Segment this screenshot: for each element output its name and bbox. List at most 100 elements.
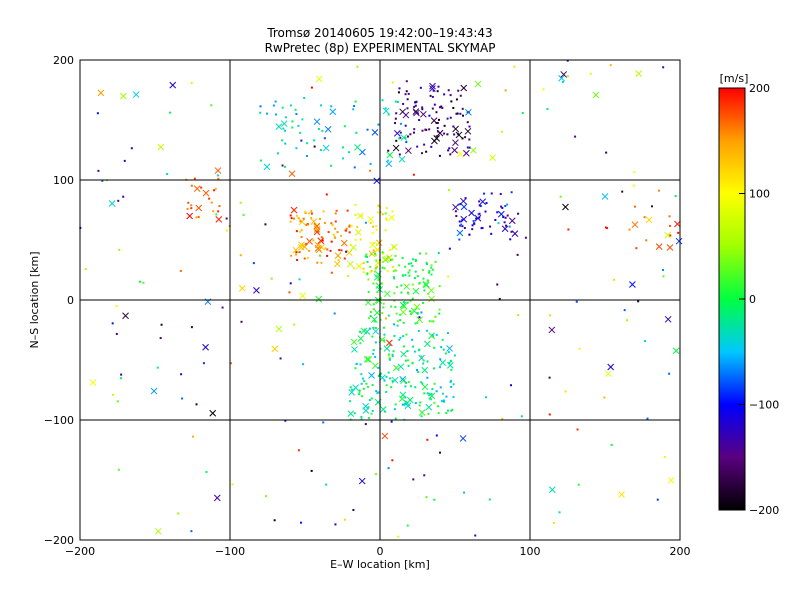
data-point-dot <box>370 310 373 313</box>
data-point-dot <box>497 222 500 225</box>
data-point-dot <box>407 262 410 265</box>
data-point-dot <box>319 148 322 151</box>
data-point-cross <box>474 214 482 222</box>
data-point-dot <box>449 360 452 363</box>
data-point-dot <box>420 355 423 358</box>
data-point-dot <box>431 388 434 391</box>
data-point-dot <box>552 521 555 524</box>
data-point-cross <box>253 286 260 294</box>
data-point-cross <box>315 246 323 254</box>
data-point-dot <box>159 337 162 340</box>
data-point-dot <box>426 262 429 265</box>
data-point-dot <box>603 396 606 399</box>
data-point-cross <box>214 167 222 174</box>
data-point-dot <box>468 233 471 236</box>
data-point-dot <box>303 257 306 260</box>
data-point-dot <box>610 443 613 446</box>
data-point-cross <box>397 363 405 371</box>
data-point-dot <box>421 106 424 109</box>
data-point-dot <box>418 404 421 407</box>
data-point-dot <box>400 291 403 294</box>
data-point-dot <box>435 434 438 437</box>
data-point-dot <box>195 216 198 219</box>
x-tick-label: 0 <box>377 545 384 558</box>
x-tick-label: 100 <box>520 545 541 558</box>
data-point-dot <box>399 122 402 125</box>
data-point-cross <box>169 81 177 89</box>
data-point-dot <box>409 133 412 136</box>
data-point-dot <box>444 352 447 355</box>
data-point-dot <box>423 289 426 292</box>
data-point-dot <box>367 278 370 281</box>
data-point-dot <box>101 179 104 182</box>
data-point-cross <box>355 262 363 270</box>
data-point-dot <box>394 417 397 420</box>
data-point-dot <box>354 239 357 242</box>
data-point-dot <box>380 372 383 375</box>
data-point-cross <box>422 281 430 289</box>
data-point-dot <box>356 65 359 68</box>
data-point-dot <box>402 306 405 309</box>
data-point-dot <box>366 272 369 275</box>
data-point-dot <box>389 259 392 262</box>
data-point-cross <box>263 163 271 171</box>
data-point-cross <box>456 229 464 237</box>
data-point-cross <box>383 345 391 352</box>
data-point-dot <box>329 249 332 252</box>
data-point-dot <box>438 285 441 288</box>
data-point-dot <box>509 238 512 241</box>
data-point-dot <box>353 166 356 169</box>
data-point-cross <box>322 144 330 152</box>
data-point-dot <box>231 483 234 486</box>
data-point-dot <box>405 402 408 405</box>
data-point-dot <box>302 363 305 366</box>
data-point-dot <box>489 225 492 228</box>
data-point-dot <box>416 145 419 148</box>
data-point-cross <box>350 244 357 251</box>
data-point-dot <box>574 135 577 138</box>
data-point-dot <box>359 330 362 333</box>
data-point-dot <box>265 495 268 498</box>
data-point-dot <box>367 416 370 419</box>
data-point-dot <box>289 282 292 285</box>
data-point-dot <box>330 240 333 243</box>
data-point-dot <box>521 111 524 114</box>
data-point-dot <box>212 210 215 213</box>
data-point-dot <box>441 392 444 395</box>
data-point-dot <box>374 254 377 257</box>
data-point-cross <box>310 218 318 225</box>
data-point-dot <box>305 242 308 245</box>
data-point-cross <box>399 375 407 383</box>
data-point-dot <box>371 384 374 387</box>
data-point-dot <box>436 90 439 93</box>
data-point-dot <box>433 498 436 501</box>
data-point-dot <box>548 413 551 416</box>
data-point-dot <box>425 252 428 255</box>
data-point-dot <box>496 283 499 286</box>
data-point-dot <box>427 412 430 415</box>
data-point-dot <box>406 301 409 304</box>
data-point-dot <box>360 382 363 385</box>
data-point-dot <box>111 393 114 396</box>
data-point-dot <box>548 376 551 379</box>
data-point-dot <box>382 326 385 329</box>
data-point-dot <box>195 403 198 406</box>
data-point-cross <box>439 359 447 367</box>
data-point-dot <box>355 131 358 134</box>
data-point-dot <box>304 210 307 213</box>
data-point-dot <box>549 314 552 317</box>
data-point-dot <box>375 266 378 269</box>
data-point-dot <box>419 86 422 89</box>
data-point-dot <box>464 197 467 200</box>
data-point-dot <box>394 117 397 120</box>
data-point-dot <box>468 146 471 149</box>
data-point-dot <box>405 141 408 144</box>
data-point-cross <box>354 229 362 236</box>
data-point-cross <box>315 295 323 303</box>
data-point-dot <box>632 184 635 187</box>
data-point-cross <box>386 339 393 347</box>
data-point-dot <box>425 329 428 332</box>
data-point-cross <box>548 486 556 494</box>
colorbar-tick-label: 200 <box>749 82 770 95</box>
data-point-cross <box>672 347 680 355</box>
